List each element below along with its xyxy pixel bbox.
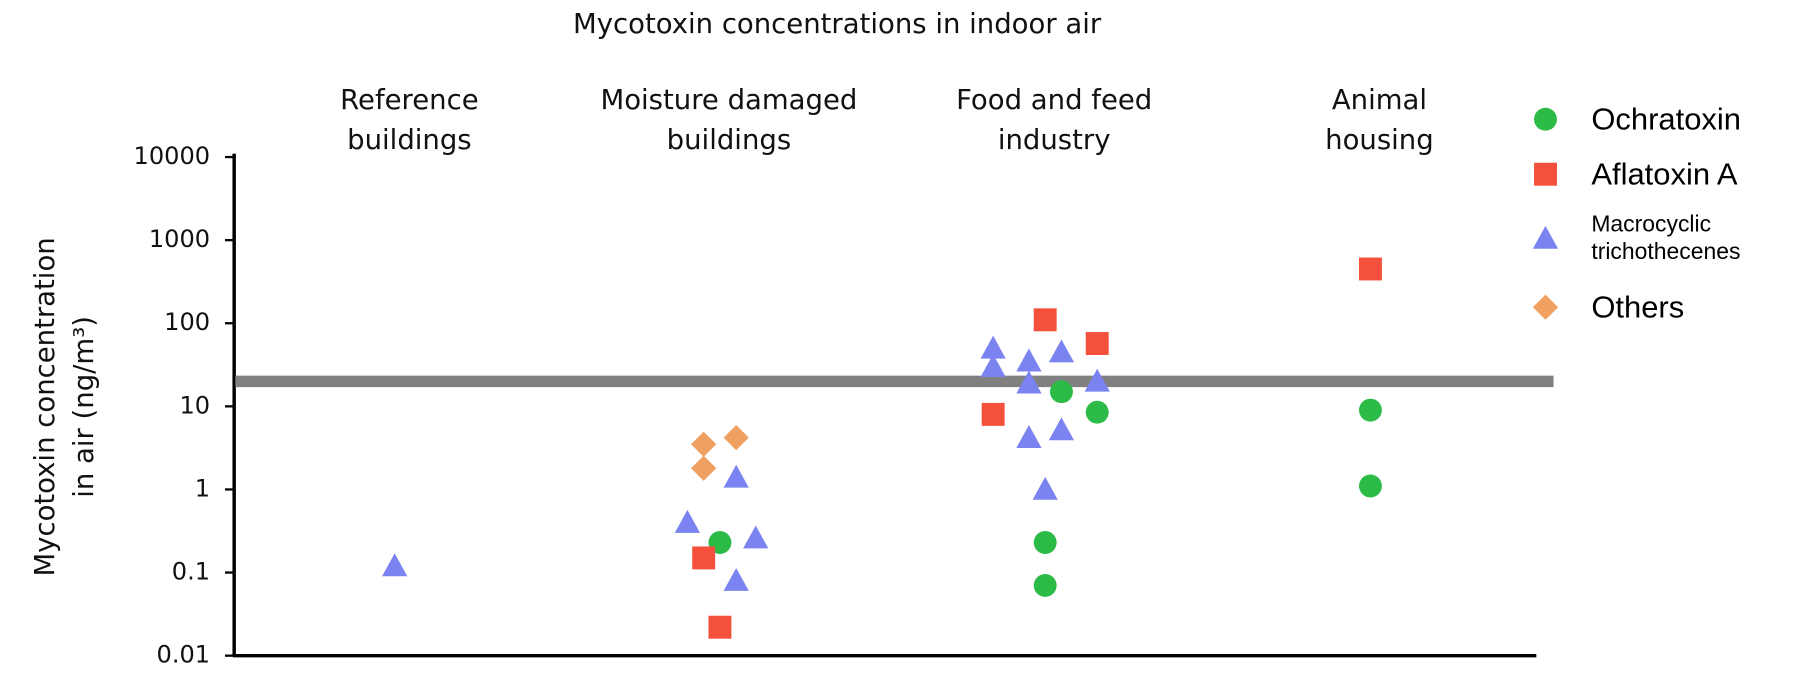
point	[1016, 348, 1042, 372]
y-tick-label: 10	[179, 391, 210, 419]
point	[1033, 573, 1057, 597]
legend-marker	[1532, 294, 1559, 320]
point	[708, 615, 732, 639]
y-tick-label: 1	[195, 474, 210, 502]
point	[723, 425, 749, 451]
y-tick-label: 10000	[134, 142, 211, 170]
point	[674, 509, 701, 533]
point	[980, 354, 1006, 378]
point	[1016, 425, 1042, 448]
point	[1085, 400, 1109, 424]
legend-label: Ochratoxin	[1591, 102, 1741, 137]
legend-wrap: Aflatoxin A	[1591, 140, 1795, 209]
y-tick-label: 1000	[149, 225, 210, 253]
point	[1048, 417, 1075, 441]
point	[691, 455, 717, 481]
point	[723, 464, 749, 488]
legend-entry: Others	[1591, 273, 1795, 342]
category-label: buildings	[347, 124, 471, 156]
category-label: Food and feed	[956, 84, 1152, 116]
y-tick-label: 100	[164, 308, 210, 336]
point	[1033, 308, 1057, 332]
point	[1016, 370, 1042, 394]
category-label: Animal	[1332, 84, 1427, 116]
legend-marker	[1534, 107, 1557, 131]
legend-wrap: Macrocyclic trichothecenes	[1591, 204, 1795, 273]
legend-entry: Aflatoxin A	[1591, 140, 1795, 209]
legend-wrap: Ochratoxin	[1591, 85, 1795, 154]
point	[1032, 476, 1058, 500]
legend-marker	[1534, 162, 1557, 186]
point	[981, 402, 1005, 426]
legend-entry: Macrocyclic trichothecenes	[1591, 204, 1795, 273]
point	[691, 431, 717, 457]
chart-title: Mycotoxin concentrations in indoor air	[573, 8, 1102, 40]
legend-label: Aflatoxin A	[1591, 157, 1738, 192]
point	[1033, 531, 1057, 554]
category-label: buildings	[667, 124, 791, 156]
point	[1358, 474, 1382, 498]
legend-wrap: Others	[1591, 273, 1795, 342]
y-axis-label: Mycotoxin concentration in air (ng/m³)	[29, 237, 100, 576]
y-tick-label: 0.01	[157, 641, 211, 669]
point	[1085, 332, 1109, 355]
point	[1358, 398, 1382, 422]
y-tick-label: 0.1	[172, 558, 210, 586]
category-label: housing	[1325, 124, 1434, 156]
point	[1049, 380, 1073, 404]
legend-entry: Ochratoxin	[1591, 85, 1795, 154]
category-label: Reference	[340, 84, 478, 116]
legend-marker	[1532, 225, 1559, 249]
point	[382, 553, 408, 577]
point	[1084, 368, 1110, 392]
point	[723, 568, 749, 591]
legend-label: Macrocyclic trichothecenes	[1591, 212, 1741, 265]
point	[692, 546, 716, 570]
point	[1048, 339, 1075, 363]
legend-label: Others	[1591, 290, 1685, 325]
y-axis-label-line: in air (ng/m³)	[68, 316, 100, 498]
category-label: industry	[998, 124, 1111, 156]
category-label: Moisture damaged	[600, 84, 857, 116]
point	[1358, 257, 1382, 281]
y-axis-label-line: Mycotoxin concentration	[29, 237, 61, 576]
point	[743, 525, 769, 549]
point	[980, 335, 1006, 359]
